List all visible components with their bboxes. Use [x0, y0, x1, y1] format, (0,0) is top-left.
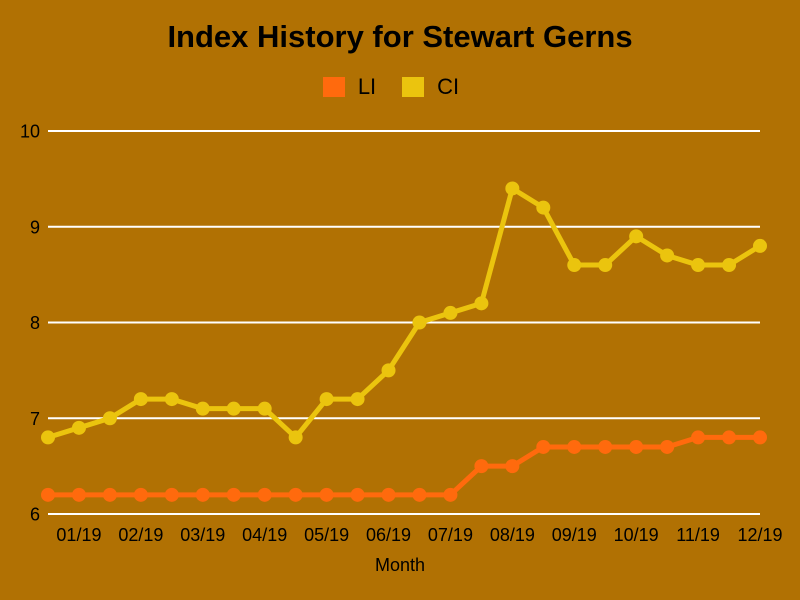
- data-point-li: [567, 439, 582, 454]
- data-point-li: [722, 430, 737, 445]
- data-point-li: [412, 487, 427, 502]
- y-axis-tick-label: 10: [20, 122, 40, 142]
- legend-item-li: LI: [322, 74, 377, 100]
- data-point-li: [133, 487, 148, 502]
- data-point-ci: [257, 401, 272, 416]
- data-point-li: [350, 487, 365, 502]
- data-point-ci: [660, 248, 675, 263]
- data-point-ci: [41, 430, 55, 445]
- data-point-li: [443, 487, 458, 502]
- x-axis-tick-label: 09/19: [552, 525, 597, 545]
- data-point-ci: [133, 392, 148, 407]
- x-axis-tick-label: 01/19: [56, 525, 101, 545]
- data-point-li: [598, 439, 613, 454]
- data-point-ci: [753, 238, 767, 253]
- data-point-ci: [443, 305, 458, 320]
- data-point-ci: [567, 258, 582, 273]
- data-point-li: [195, 487, 210, 502]
- data-point-li: [691, 430, 706, 445]
- data-point-li: [319, 487, 334, 502]
- x-axis-title: Month: [375, 555, 425, 575]
- x-axis-tick-label: 04/19: [242, 525, 287, 545]
- data-point-ci: [598, 258, 613, 273]
- legend-swatch-li: [322, 77, 345, 97]
- y-axis-tick-label: 6: [30, 505, 40, 525]
- data-point-li: [505, 459, 520, 474]
- data-point-ci: [722, 258, 737, 273]
- x-axis-tick-label: 07/19: [428, 525, 473, 545]
- data-point-ci: [505, 181, 520, 196]
- y-axis-tick-label: 8: [30, 313, 40, 333]
- x-axis-tick-label: 05/19: [304, 525, 349, 545]
- x-axis-tick-label: 10/19: [614, 525, 659, 545]
- data-point-li: [536, 439, 551, 454]
- x-axis-tick-label: 03/19: [180, 525, 225, 545]
- data-point-ci: [350, 392, 365, 407]
- data-point-li: [164, 487, 179, 502]
- data-point-ci: [629, 229, 644, 244]
- data-point-ci: [381, 363, 396, 378]
- x-axis-tick-label: 12/19: [737, 525, 782, 545]
- data-point-li: [629, 439, 644, 454]
- data-point-li: [226, 487, 241, 502]
- y-axis-tick-label: 7: [30, 409, 40, 429]
- legend-item-ci: CI: [402, 74, 459, 100]
- data-point-ci: [536, 200, 551, 215]
- data-point-li: [71, 487, 86, 502]
- x-axis-tick-label: 06/19: [366, 525, 411, 545]
- data-point-li: [102, 487, 117, 502]
- series-line-li: [45, 434, 763, 498]
- legend-label: LI: [357, 74, 377, 99]
- data-point-li: [288, 487, 303, 502]
- data-point-ci: [226, 401, 241, 416]
- chart-title: Index History for Stewart Gerns: [167, 19, 633, 54]
- y-axis-tick-label: 9: [30, 217, 40, 237]
- data-point-ci: [288, 430, 303, 445]
- data-point-ci: [412, 315, 427, 330]
- data-point-li: [257, 487, 272, 502]
- x-axis-tick-label: 02/19: [118, 525, 163, 545]
- data-point-ci: [319, 392, 334, 407]
- data-point-ci: [71, 420, 86, 435]
- legend-label: CI: [437, 74, 460, 99]
- data-point-li: [753, 430, 767, 445]
- data-point-li: [41, 487, 55, 502]
- x-axis-tick-label: 08/19: [490, 525, 535, 545]
- data-point-ci: [691, 258, 706, 273]
- legend-swatch-ci: [402, 77, 425, 97]
- x-axis-tick-label: 11/19: [676, 525, 720, 545]
- data-point-ci: [164, 392, 179, 407]
- data-point-li: [660, 439, 675, 454]
- data-point-ci: [102, 411, 117, 426]
- data-point-ci: [474, 296, 489, 311]
- data-point-li: [381, 487, 396, 502]
- legend: LI CI: [0, 74, 791, 100]
- data-point-ci: [195, 401, 210, 416]
- data-point-li: [474, 459, 489, 474]
